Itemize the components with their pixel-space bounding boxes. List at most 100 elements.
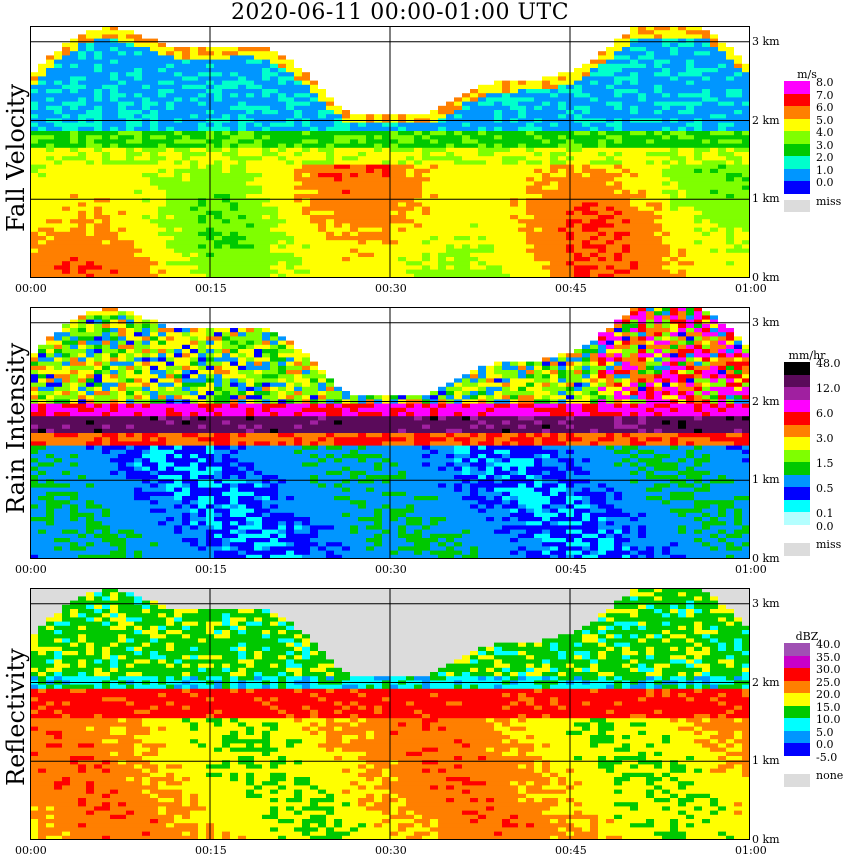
heatmap-cell <box>262 269 271 275</box>
heatmap-cell <box>598 215 607 220</box>
heatmap-cell <box>406 38 415 44</box>
heatmap-cell <box>46 93 55 98</box>
heatmap-cell <box>534 131 543 136</box>
heatmap-cell <box>318 59 327 65</box>
heatmap-cell <box>526 219 535 224</box>
heatmap-cell <box>446 257 455 262</box>
heatmap-cell <box>606 38 615 44</box>
heatmap-cell <box>654 55 663 61</box>
heatmap-cell <box>622 168 631 174</box>
heatmap-cell <box>662 252 671 258</box>
heatmap-cell <box>70 177 79 182</box>
heatmap-cell <box>158 147 167 153</box>
heatmap-cell <box>470 63 479 69</box>
heatmap-cell <box>374 51 383 56</box>
heatmap-cell <box>46 181 55 187</box>
heatmap-cell <box>366 173 375 178</box>
heatmap-cell <box>334 30 343 35</box>
heatmap-cell <box>550 68 559 73</box>
heatmap-cell <box>318 26 327 31</box>
heatmap-cell <box>334 202 343 208</box>
heatmap-cell <box>302 194 311 199</box>
heatmap-cell <box>110 252 119 258</box>
heatmap-cell <box>598 265 607 271</box>
heatmap-cell <box>654 168 663 174</box>
heatmap-cell <box>350 231 359 237</box>
heatmap-cell <box>222 202 231 208</box>
heatmap-cell <box>550 198 559 203</box>
heatmap-cell <box>406 231 415 237</box>
heatmap-cell <box>478 68 487 73</box>
heatmap-cell <box>238 55 247 61</box>
heatmap-cell <box>350 122 359 128</box>
heatmap-cell <box>494 231 503 237</box>
heatmap-cell <box>214 93 223 98</box>
heatmap-cell <box>294 257 303 262</box>
heatmap-cell <box>150 101 159 107</box>
heatmap-cell <box>614 72 623 77</box>
heatmap-cell <box>678 269 687 275</box>
heatmap-cell <box>422 26 431 31</box>
heatmap-cell <box>222 236 231 241</box>
heatmap-cell <box>86 181 95 187</box>
heatmap-cell <box>286 156 295 161</box>
heatmap-cell <box>246 185 255 191</box>
heatmap-cell <box>142 273 151 278</box>
heatmap-cell <box>334 189 343 195</box>
heatmap-cell <box>454 173 463 178</box>
heatmap-cell <box>646 173 655 178</box>
heatmap-cell <box>486 210 495 216</box>
heatmap-cell <box>238 51 247 56</box>
heatmap-cell <box>590 206 599 212</box>
heatmap-cell <box>238 215 247 220</box>
heatmap-cell <box>142 244 151 250</box>
heatmap-cell <box>398 194 407 199</box>
heatmap-cell <box>374 26 383 31</box>
heatmap-cell <box>638 227 647 233</box>
heatmap-cell <box>238 210 247 216</box>
heatmap-cell <box>406 76 415 82</box>
heatmap-cell <box>238 219 247 224</box>
heatmap-cell <box>286 68 295 73</box>
heatmap-cell <box>350 240 359 245</box>
heatmap-cell <box>286 152 295 157</box>
heatmap-cell <box>430 152 439 157</box>
heatmap-cell <box>646 265 655 271</box>
heatmap-cell <box>446 42 455 48</box>
heatmap-cell <box>38 198 47 203</box>
heatmap-cell <box>318 177 327 182</box>
heatmap-cell <box>430 89 439 94</box>
heatmap-cell <box>654 42 663 48</box>
heatmap-cell <box>462 126 471 132</box>
heatmap-cell <box>694 63 703 69</box>
heatmap-cell <box>198 47 207 52</box>
heatmap-cell <box>118 110 127 115</box>
heatmap-cell <box>414 164 423 170</box>
heatmap-cell <box>166 47 175 52</box>
heatmap-cell <box>478 55 487 61</box>
heatmap-cell <box>190 55 199 61</box>
heatmap-cell <box>182 173 191 178</box>
heatmap-cell <box>486 80 495 86</box>
heatmap-cell <box>102 273 111 278</box>
heatmap-cell <box>638 185 647 191</box>
heatmap-cell <box>422 236 431 241</box>
heatmap-cell <box>534 126 543 132</box>
heatmap-cell <box>214 26 223 31</box>
heatmap-cell <box>526 68 535 73</box>
heatmap-cell <box>342 173 351 178</box>
heatmap-cell <box>110 248 119 254</box>
heatmap-cell <box>286 168 295 174</box>
heatmap-cell <box>646 269 655 275</box>
heatmap-cell <box>406 252 415 258</box>
heatmap-cell <box>494 219 503 224</box>
heatmap-cell <box>638 231 647 237</box>
heatmap-cell <box>350 59 359 65</box>
heatmap-cell <box>438 227 447 233</box>
heatmap-cell <box>262 131 271 136</box>
heatmap-cell <box>454 59 463 65</box>
heatmap-cell <box>526 51 535 56</box>
heatmap-cell <box>542 215 551 220</box>
heatmap-cell <box>598 248 607 254</box>
heatmap-cell <box>310 219 319 224</box>
